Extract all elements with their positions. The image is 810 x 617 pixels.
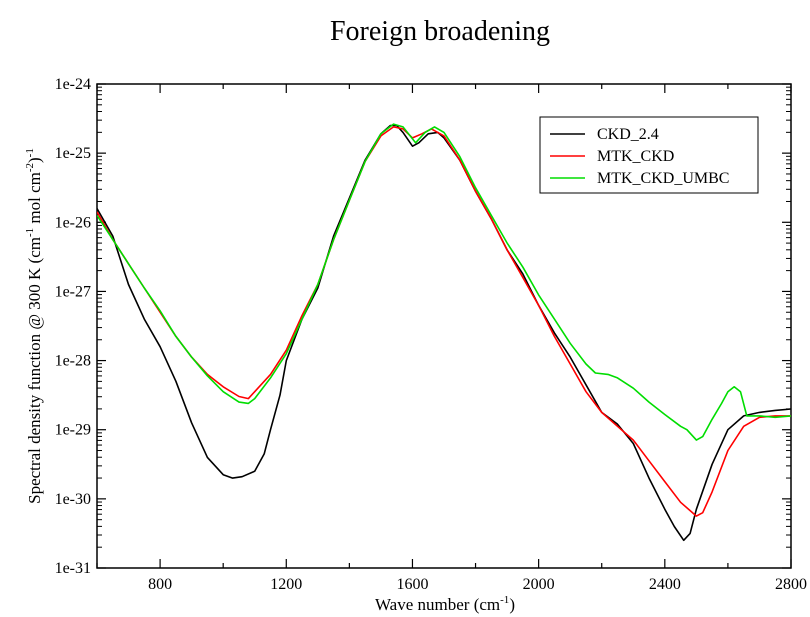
y-tick-label: 1e-25	[55, 145, 91, 162]
legend: CKD_2.4 MTK_CKD MTK_CKD_UMBC	[539, 116, 759, 194]
chart-title: Foreign broadening	[330, 16, 550, 47]
y-tick-label: 1e-28	[55, 353, 91, 370]
y-tick-label: 1e-30	[55, 491, 91, 508]
y-axis-label: Spectral density function @ 300 K (cm-1 …	[24, 148, 44, 504]
x-tick-label: 1600	[396, 576, 428, 593]
y-tick-label: 1e-24	[55, 76, 91, 93]
y-tick-label: 1e-26	[55, 214, 91, 231]
legend-box	[539, 116, 759, 194]
series-line-3	[97, 123, 791, 441]
plot-area-frame	[96, 83, 792, 569]
x-tick-label: 2400	[649, 576, 681, 593]
legend-label-1: CKD_2.4	[597, 126, 659, 143]
y-tick-label: 1e-29	[55, 422, 91, 439]
x-tick-label: 1200	[270, 576, 302, 593]
series-group	[97, 123, 791, 542]
x-tick-label: 2000	[523, 576, 555, 593]
y-axis: 1e-24 1e-25 1e-26 1e-27 1e-28 1e-29 1e-30 1e-31	[55, 76, 791, 577]
x-tick-label: 800	[148, 576, 172, 593]
legend-label-2: MTK_CKD	[597, 148, 674, 165]
x-axis: 800 1200 1600 2000 2400 2800	[96, 84, 807, 593]
y-tick-label: 1e-27	[55, 283, 91, 300]
x-axis-label: Wave number (cm-1)	[375, 594, 515, 614]
legend-label-3: MTK_CKD_UMBC	[597, 170, 729, 187]
x-tick-label: 2800	[775, 576, 807, 593]
series-line-1	[97, 124, 791, 542]
y-tick-label: 1e-31	[55, 560, 91, 577]
